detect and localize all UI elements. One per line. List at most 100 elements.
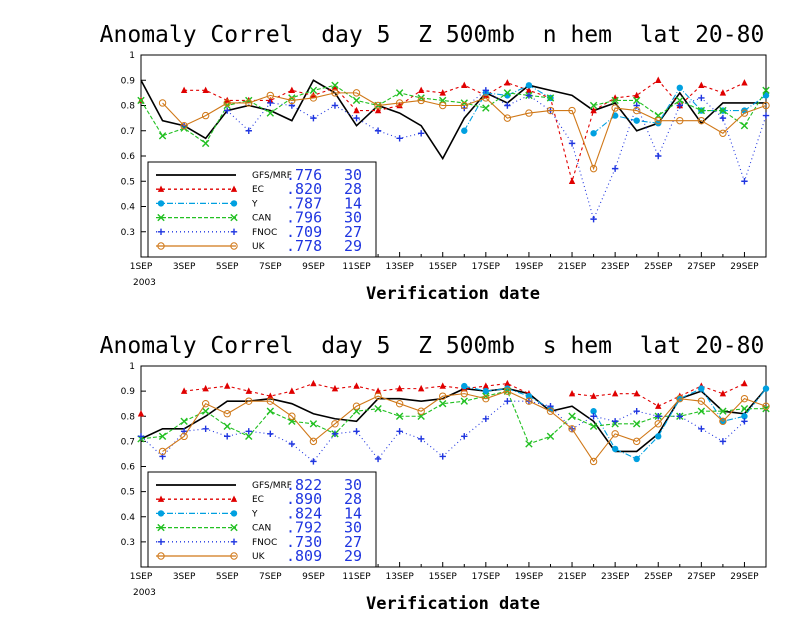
data-point — [546, 94, 555, 102]
data-point — [266, 91, 275, 100]
data-point — [590, 130, 597, 137]
data-point — [589, 101, 598, 110]
data-point — [309, 86, 318, 95]
data-point — [741, 379, 748, 387]
series-uk — [158, 387, 770, 466]
data-point — [461, 127, 468, 134]
legend-stat: .709 — [286, 223, 322, 241]
data-point — [482, 104, 490, 112]
data-point — [655, 76, 662, 83]
series-line — [140, 387, 767, 453]
legend-name: GFS/MRF — [252, 481, 292, 491]
data-point — [439, 89, 446, 96]
data-point — [158, 432, 167, 441]
data-point — [396, 384, 403, 392]
data-point — [697, 407, 706, 415]
legend-name: FNOC — [252, 538, 277, 548]
series-line — [226, 102, 422, 139]
data-point — [417, 86, 425, 94]
data-point — [632, 420, 641, 428]
x-tick-label: 25SEP — [644, 262, 673, 272]
data-point — [525, 82, 533, 89]
data-point — [697, 116, 706, 125]
data-point — [267, 99, 274, 107]
y-tick-label: 0.4 — [121, 203, 136, 213]
legend-stat: .730 — [286, 533, 322, 551]
y-tick-label: 0.4 — [121, 513, 136, 523]
data-point — [719, 407, 727, 415]
data-point — [245, 127, 252, 134]
x-tick-label: 21SEP — [558, 572, 587, 582]
data-point — [525, 392, 533, 400]
x-tick-label: 15SEP — [429, 262, 458, 272]
y-tick-label: 0.8 — [121, 412, 136, 422]
legend-name: Y — [251, 509, 258, 519]
data-point — [632, 437, 641, 446]
data-point — [654, 420, 662, 428]
data-point — [460, 389, 468, 398]
data-point — [568, 106, 576, 115]
data-point — [482, 382, 490, 389]
data-point — [590, 392, 597, 399]
data-point — [611, 165, 619, 172]
data-point — [245, 397, 253, 405]
legend-entry: EC .820 28 — [156, 180, 362, 198]
data-point — [288, 387, 296, 394]
data-point — [741, 79, 748, 86]
data-point — [288, 96, 296, 105]
data-point — [762, 101, 770, 110]
legend-name: CAN — [252, 524, 271, 534]
data-point — [331, 420, 339, 428]
y-tick-label: 0.8 — [121, 102, 136, 112]
y-tick-label: 1 — [129, 362, 135, 372]
data-point — [589, 164, 598, 173]
x-tick-label: 1SEP — [130, 572, 153, 582]
x-tick-label: 7SEP — [259, 572, 282, 582]
legend-stat: .822 — [286, 476, 322, 494]
data-point — [461, 81, 468, 88]
data-point — [461, 382, 468, 390]
legend-marker — [230, 510, 238, 517]
data-point — [310, 458, 317, 465]
data-point — [396, 428, 403, 435]
x-tick-label: 9SEP — [302, 262, 325, 272]
data-point — [223, 99, 231, 107]
data-point — [460, 397, 468, 405]
data-point — [525, 440, 533, 448]
data-point — [158, 99, 167, 107]
data-point — [525, 109, 533, 117]
data-point — [611, 104, 619, 112]
legend-marker — [230, 200, 238, 207]
data-point — [202, 86, 209, 94]
legend-count: 14 — [344, 194, 362, 212]
data-point — [224, 382, 231, 389]
data-point — [201, 111, 210, 120]
legend-count: 30 — [344, 209, 362, 227]
legend-stat: .792 — [286, 519, 322, 537]
data-point — [223, 410, 231, 418]
x-tick-label: 19SEP — [515, 572, 544, 582]
x-tick-label: 13SEP — [385, 262, 414, 272]
x-year-label: 2003 — [133, 588, 156, 598]
legend-name: EC — [252, 185, 264, 195]
data-point — [245, 99, 253, 107]
chart-panel-shem: Anomaly Correl day 5 Z 500mb s hem lat 2… — [100, 333, 770, 614]
data-point — [741, 413, 748, 420]
legend-marker — [157, 242, 165, 250]
legend-marker — [157, 185, 165, 192]
data-point — [331, 102, 339, 109]
data-point — [137, 96, 145, 105]
data-point — [331, 384, 339, 392]
data-point — [762, 86, 770, 95]
data-point — [352, 402, 361, 410]
data-point — [633, 408, 640, 415]
data-point — [374, 455, 382, 463]
data-point — [202, 425, 209, 433]
x-tick-label: 5SEP — [216, 262, 239, 272]
data-point — [352, 89, 361, 97]
series-line — [571, 383, 745, 407]
legend-entry: Y .787 14 — [156, 194, 362, 212]
data-point — [482, 387, 490, 395]
x-axis-label: Verification date — [366, 594, 540, 614]
data-point — [439, 453, 446, 460]
